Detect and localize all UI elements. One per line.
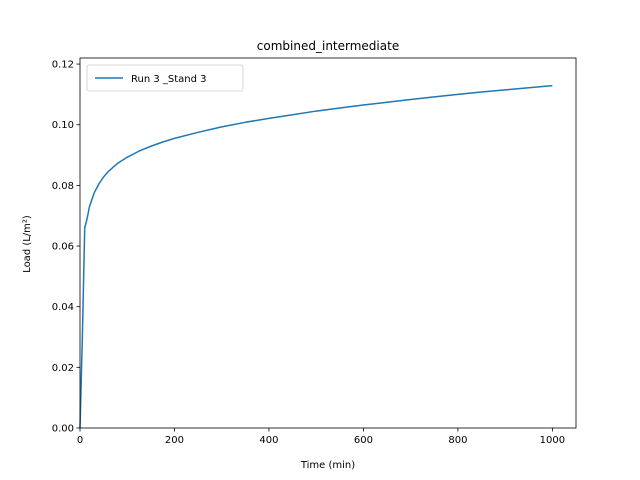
x-tick-label: 200 <box>165 435 184 446</box>
x-tick-label: 400 <box>259 435 278 446</box>
y-tick-label: 0.04 <box>52 302 74 313</box>
y-tick-label: 0.02 <box>52 363 74 374</box>
series-line-0 <box>79 84 553 429</box>
y-tick-label: 0.12 <box>52 60 74 71</box>
legend-entry-label: Run 3 _Stand 3 <box>131 74 207 85</box>
y-tick-label: 0.00 <box>52 424 74 435</box>
x-tick-label: 800 <box>448 435 467 446</box>
legend-box <box>86 64 244 92</box>
plot-area: 0 200 400 600 800 1000 0.00 0.02 0.04 0.06 0.08 0.1… <box>52 57 577 446</box>
x-tick-label: 600 <box>354 435 373 446</box>
y-tick-label: 0.06 <box>52 242 74 253</box>
x-axis-label: Time (min) <box>300 460 355 471</box>
chart-title: combined_intermediate <box>257 39 399 53</box>
y-tick-label: 0.08 <box>52 181 74 192</box>
y-axis-label: Load (L/m²) <box>22 215 33 273</box>
axes-frame <box>79 57 577 429</box>
x-tick-label: 1000 <box>540 435 565 446</box>
x-tick-label: 0 <box>77 435 83 446</box>
y-tick-label: 0.10 <box>52 120 74 131</box>
